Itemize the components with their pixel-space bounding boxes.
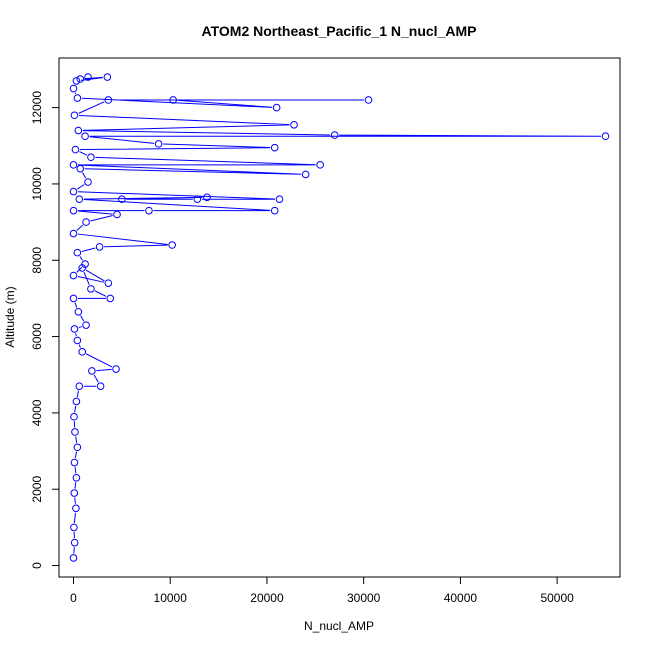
data-point <box>270 206 279 215</box>
data-point <box>73 336 82 345</box>
data-point <box>275 195 284 203</box>
y-tick-label: 4000 <box>30 399 44 426</box>
data-point <box>70 538 79 547</box>
data-point <box>193 195 202 203</box>
data-point <box>364 96 373 104</box>
data-point <box>168 241 176 249</box>
data-point <box>70 458 79 467</box>
data-point <box>154 140 163 148</box>
y-tick-label: 12000 <box>30 91 44 125</box>
data-point <box>72 77 81 85</box>
data-point <box>76 75 85 83</box>
data-point <box>73 248 82 257</box>
data-point <box>272 103 281 112</box>
data-point <box>72 504 80 513</box>
data-point <box>112 365 120 373</box>
series-layer <box>69 73 610 562</box>
data-point <box>70 489 79 497</box>
data-point <box>78 348 87 356</box>
data-point <box>104 279 113 287</box>
data-point <box>69 271 78 280</box>
data-point <box>71 145 80 154</box>
data-point <box>69 161 78 169</box>
data-point <box>69 229 78 238</box>
data-point <box>96 382 105 390</box>
data-point <box>113 210 121 219</box>
data-point <box>316 161 324 169</box>
data-point <box>75 195 84 203</box>
data-point <box>330 131 339 139</box>
y-tick-label: 6000 <box>30 323 44 350</box>
data-point <box>70 412 78 421</box>
data-point <box>84 73 92 81</box>
chart-title: ATOM2 Northeast_Pacific_1 N_nucl_AMP <box>202 23 477 39</box>
x-tick-label: 0 <box>70 591 77 605</box>
data-point <box>69 294 78 303</box>
data-point <box>118 195 126 203</box>
data-point <box>104 96 113 104</box>
data-point <box>69 554 78 562</box>
data-point <box>81 132 89 141</box>
data-point <box>601 132 610 141</box>
data-point <box>70 111 79 120</box>
y-axis-label: Altitude (m) <box>3 286 17 347</box>
data-point <box>84 178 92 186</box>
data-point <box>290 120 298 129</box>
y-tick-label: 10000 <box>30 167 44 201</box>
x-tick-label: 40000 <box>444 591 478 605</box>
y-tick-label: 8000 <box>30 247 44 274</box>
y-tick-label: 0 <box>30 562 44 569</box>
data-point <box>73 94 82 102</box>
data-point <box>95 243 104 251</box>
data-point <box>81 260 89 268</box>
x-tick-label: 10000 <box>154 591 188 605</box>
x-tick-label: 20000 <box>250 591 284 605</box>
data-point <box>71 428 79 436</box>
y-axis: 0 2000 4000 6000 8000 10000 12000 <box>30 91 60 569</box>
data-point <box>82 321 90 329</box>
data-point <box>88 367 96 375</box>
data-point <box>82 218 90 226</box>
data-point <box>76 164 85 173</box>
data-point <box>169 96 177 104</box>
data-point <box>73 443 82 452</box>
data-point <box>75 382 84 390</box>
data-point <box>74 126 83 135</box>
data-point <box>145 206 153 215</box>
x-axis: 0 10000 20000 30000 40000 50000 <box>70 576 574 605</box>
series-line <box>73 76 601 554</box>
data-point <box>103 73 112 81</box>
data-point <box>74 307 83 316</box>
data-point <box>70 523 78 532</box>
data-point <box>69 84 78 93</box>
x-tick-label: 30000 <box>347 591 381 605</box>
data-point <box>106 294 115 303</box>
data-point <box>270 143 279 152</box>
data-point <box>70 325 79 333</box>
x-axis-label: N_nucl_AMP <box>304 619 374 633</box>
data-point <box>301 170 310 179</box>
y-tick-label: 2000 <box>30 476 44 503</box>
data-point <box>87 285 95 293</box>
x-tick-label: 50000 <box>540 591 574 605</box>
data-point <box>87 153 95 162</box>
data-point <box>69 206 78 215</box>
data-point <box>69 187 78 196</box>
data-point <box>203 193 211 202</box>
data-point <box>72 473 81 482</box>
data-point <box>72 397 81 406</box>
